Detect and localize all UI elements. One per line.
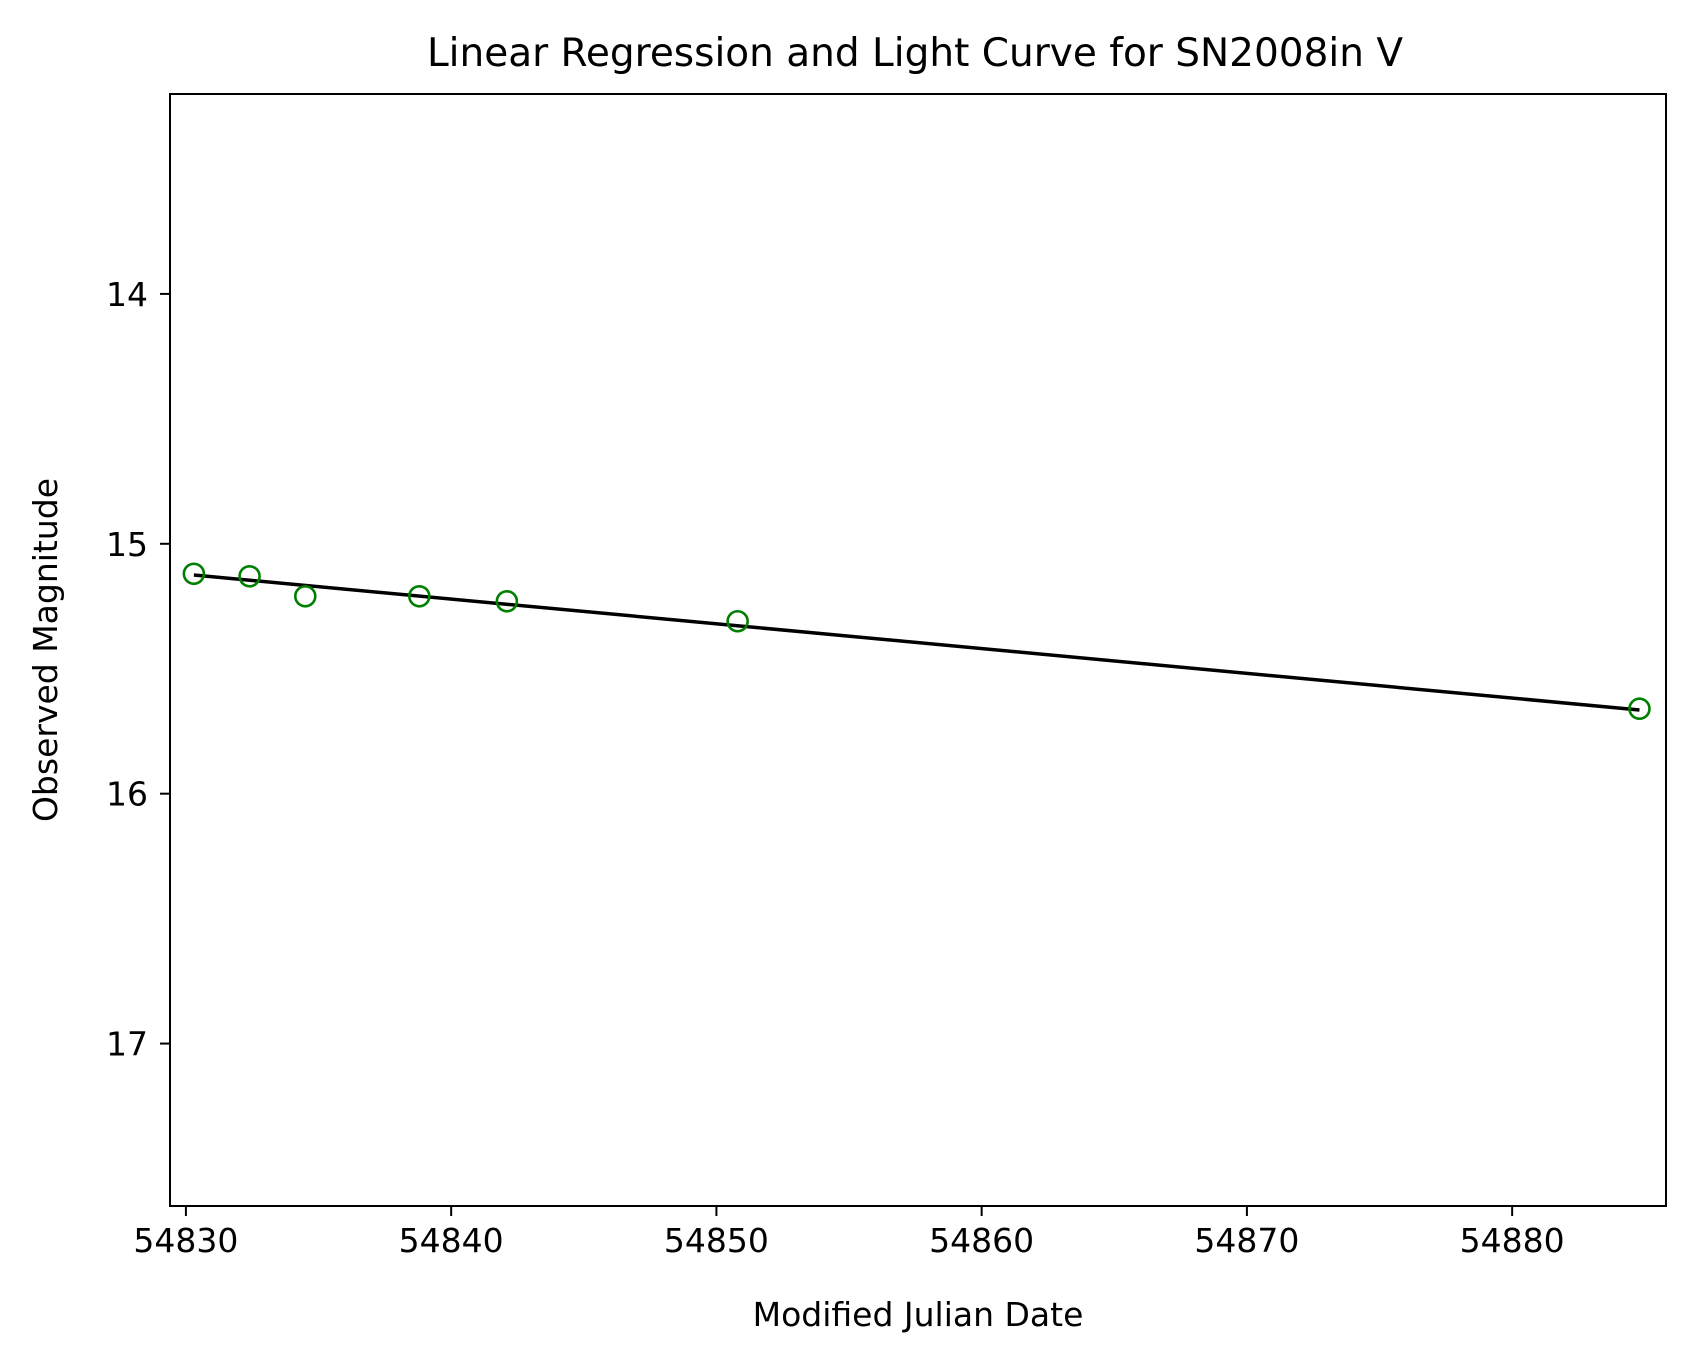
x-tick-label: 54880: [1460, 1221, 1565, 1260]
data-point: [495, 589, 519, 613]
data-point: [408, 584, 431, 608]
y-axis-label: Observed Magnitude: [26, 478, 65, 822]
chart-title: Linear Regression and Light Curve for SN…: [427, 31, 1403, 76]
plot-frame: [169, 93, 1667, 1207]
plot-area: [182, 562, 1651, 721]
x-tick-label: 54860: [929, 1221, 1034, 1260]
data-point: [182, 562, 206, 586]
data-point: [238, 564, 261, 588]
data-point: [726, 609, 749, 633]
x-tick-label: 54870: [1194, 1221, 1299, 1260]
x-tick-label: 54850: [664, 1221, 769, 1260]
data-point: [1628, 697, 1651, 721]
regression-line: [193, 573, 1640, 712]
x-axis: 54830 54840 54850 54860 54870 54880: [133, 1206, 1565, 1260]
y-axis: 14 15 16 17: [106, 275, 170, 1064]
x-axis-label: Modified Julian Date: [753, 1295, 1084, 1334]
y-tick-label: 16: [106, 775, 148, 814]
y-tick-label: 14: [106, 275, 148, 314]
x-tick-label: 54840: [399, 1221, 504, 1260]
y-tick-label: 15: [106, 525, 148, 564]
y-tick-label: 17: [106, 1025, 148, 1064]
x-tick-label: 54830: [133, 1221, 238, 1260]
data-point: [293, 584, 317, 608]
